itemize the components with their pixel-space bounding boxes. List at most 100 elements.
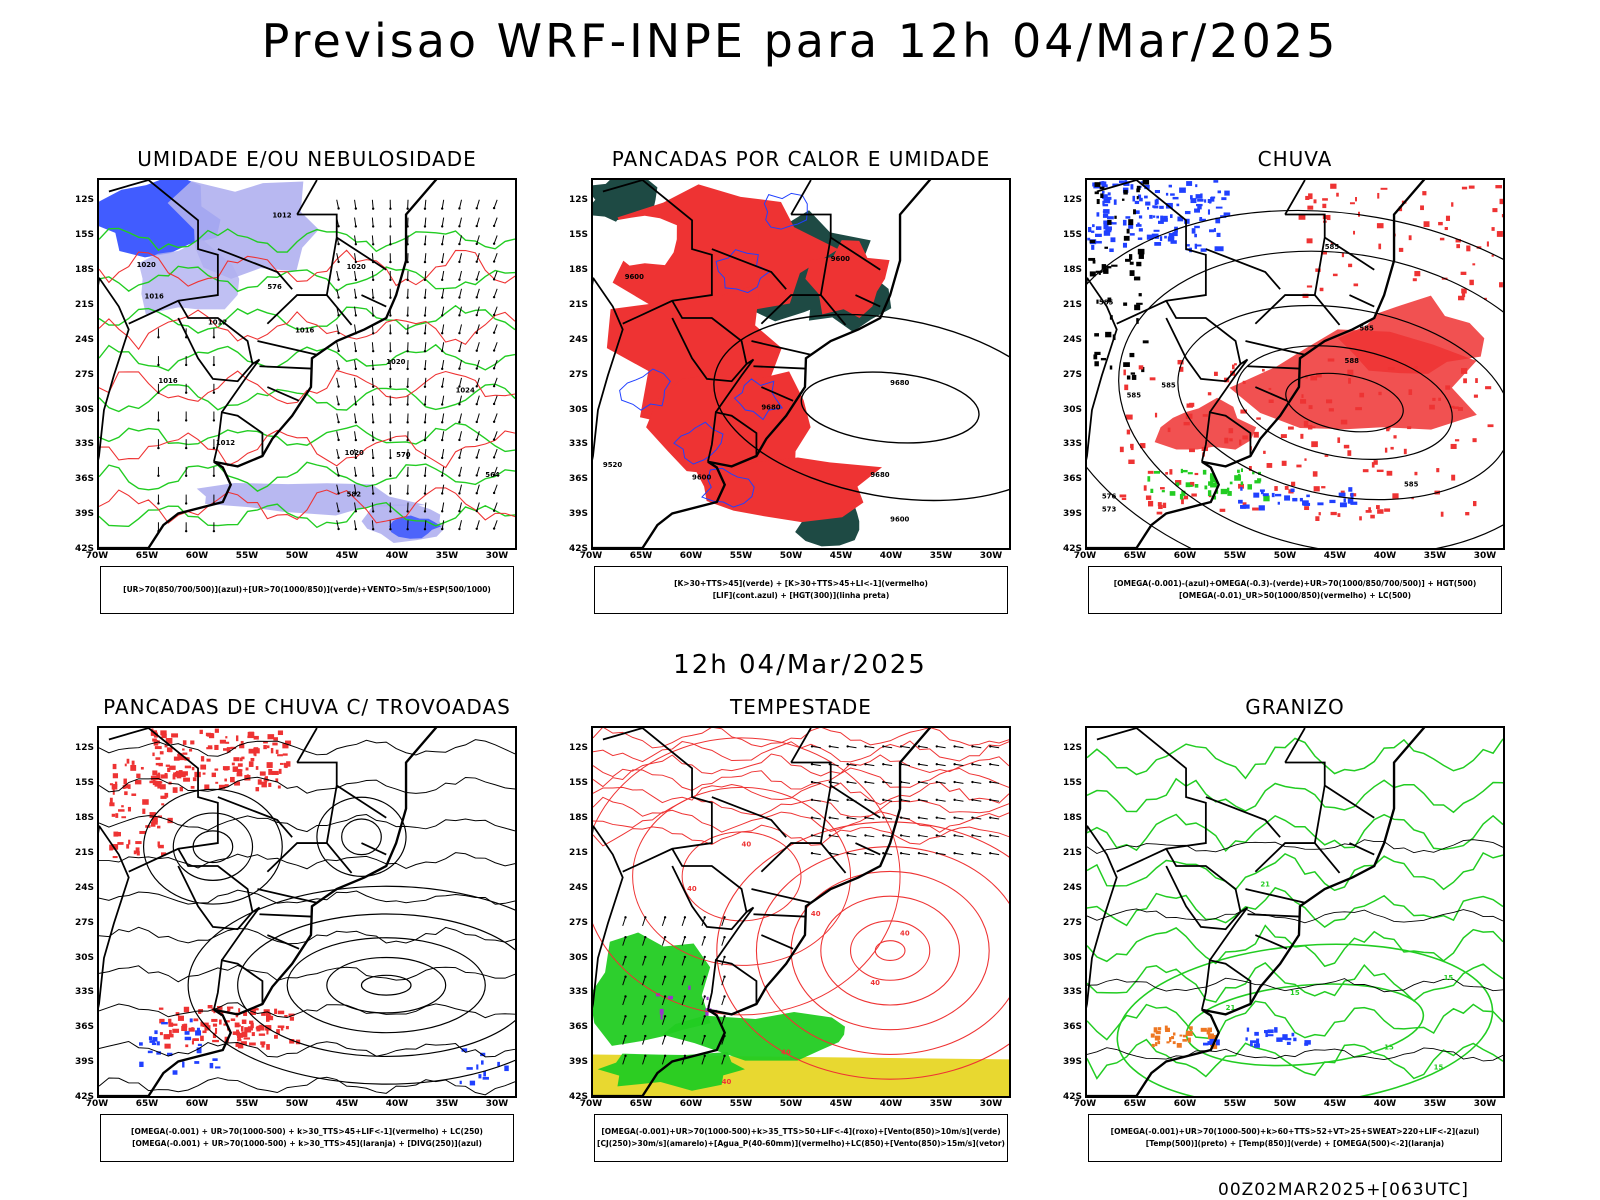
pw-contour <box>593 767 1009 792</box>
contour-label: 585 <box>1325 243 1340 251</box>
lat-tick-label: 18S <box>1062 813 1082 823</box>
contour-label: 40 <box>781 1048 791 1056</box>
lat-tick-label: 33S <box>568 987 588 998</box>
lon-tick-label: 70W <box>579 1099 603 1109</box>
omega500-area <box>1150 1025 1218 1049</box>
map-panel: 585 585 585 585 576 573 588 585 585 <box>1085 178 1505 550</box>
lon-tick-label: 30W <box>485 551 509 561</box>
pw-contour <box>593 740 1009 763</box>
streamline <box>99 776 515 794</box>
lon-tick-label: 60W <box>679 551 703 561</box>
lat-tick-label: 33S <box>1062 987 1082 998</box>
humidity-low-contour <box>99 265 515 293</box>
streamline <box>99 964 515 983</box>
contour-label: 21 <box>1260 880 1270 888</box>
contour-label: 9600 <box>625 273 644 281</box>
lon-tick-label: 40W <box>1373 551 1397 561</box>
humidity-low-contour <box>99 501 515 529</box>
wind-area <box>593 932 711 1046</box>
panel-title: PANCADAS POR CALOR E UMIDADE <box>611 147 991 171</box>
pw-contour <box>593 824 1009 847</box>
lat-tick-label: 36S <box>568 474 588 485</box>
lat-tick-label: 15S <box>568 778 588 789</box>
lat-tick-label: 15S <box>1062 778 1082 789</box>
geography-borders <box>1087 180 1426 548</box>
map-legend: [OMEGA(-0.001) + UR>70(1000-500) + k>30_… <box>100 1114 514 1162</box>
lon-tick-label: 45W <box>1323 1099 1347 1109</box>
lat-tick-label: 12S <box>568 195 588 206</box>
lat-tick-label: 21S <box>1062 299 1082 310</box>
lat-tick-label: 30S <box>568 404 588 415</box>
height-contour <box>1087 209 1503 548</box>
lon-tick-label: 65W <box>629 551 653 561</box>
panel-title: PANCADAS DE CHUVA C/ TROVOADAS <box>103 695 511 719</box>
legend-line: [UR>70(850/700/500)](azul)+[UR>70(1000/8… <box>123 585 491 594</box>
map-plot: 40 40 40 40 40 40 40 <box>593 728 1009 1096</box>
omega-area <box>1087 180 1231 253</box>
lon-tick-label: 45W <box>829 551 853 561</box>
lon-tick-label: 50W <box>779 551 803 561</box>
main-title: Previsao WRF-INPE para 12h 04/Mar/2025 <box>261 14 1339 68</box>
contour-label: 40 <box>870 979 880 987</box>
streamline <box>187 885 515 1085</box>
lat-tick-label: 27S <box>568 369 588 380</box>
geography-borders <box>1087 728 1426 1096</box>
lon-tick-label: 65W <box>629 1099 653 1109</box>
map-legend: [UR>70(850/700/500)](azul)+[UR>70(1000/8… <box>100 566 514 614</box>
temp850-contour <box>1087 1038 1503 1080</box>
temp850-contour <box>1087 777 1503 814</box>
humidity-band <box>196 483 427 516</box>
contour-label: 1016 <box>145 293 164 301</box>
geography-borders <box>593 728 932 1096</box>
streamline <box>99 739 515 757</box>
lon-tick-label: 40W <box>879 1099 903 1109</box>
lat-tick-label: 15S <box>74 230 94 241</box>
lon-tick-label: 35W <box>435 551 459 561</box>
lat-tick-label: 24S <box>74 334 94 345</box>
omega-strong-area <box>1147 468 1270 502</box>
lat-tick-label: 30S <box>1062 952 1082 963</box>
thickness-contour <box>99 249 515 287</box>
lat-tick-label: 12S <box>74 195 94 206</box>
lat-tick-label: 15S <box>74 778 94 789</box>
lat-tick-label: 39S <box>74 1057 94 1068</box>
map-plot <box>99 728 515 1096</box>
legend-line: [OMEGA(-0.001)+UR>70(1000-500)+k>35_TTS>… <box>601 1127 1001 1136</box>
lon-tick-label: 50W <box>779 1099 803 1109</box>
contour-label: 40 <box>742 841 752 849</box>
thickness-contour <box>99 309 515 351</box>
legend-line: [OMEGA(-0.001)-(azul)+OMEGA(-0.3)-(verde… <box>1113 579 1477 588</box>
lat-tick-label: 12S <box>74 743 94 754</box>
rain-area <box>1298 183 1503 301</box>
contour-label: 9600 <box>692 474 711 482</box>
lon-tick-label: 45W <box>1323 551 1347 561</box>
divergence-area <box>139 1018 221 1075</box>
lat-tick-label: 27S <box>568 917 588 928</box>
lif-contour <box>733 378 784 421</box>
map-panel: 9600 9600 9680 9680 9680 9600 9520 9600 <box>591 178 1011 550</box>
lon-tick-label: 35W <box>435 1099 459 1109</box>
lat-tick-label: 36S <box>1062 474 1082 485</box>
lon-tick-label: 35W <box>929 1099 953 1109</box>
contour-label: 585 <box>1161 382 1176 390</box>
streamline <box>99 1040 515 1058</box>
run-timestamp: 00Z02MAR2025+[063UTC] <box>1218 1180 1469 1200</box>
lat-tick-label: 39S <box>1062 1057 1082 1068</box>
lat-tick-label: 12S <box>568 743 588 754</box>
legend-line: [CJ(250)>30m/s](amarelo)+[Agua_P(40-60mm… <box>597 1139 1005 1148</box>
panel-title: TEMPESTADE <box>730 695 872 719</box>
lat-tick-label: 36S <box>1062 1022 1082 1033</box>
lon-tick-label: 40W <box>385 1099 409 1109</box>
lon-tick-label: 50W <box>285 551 309 561</box>
temp500-contour <box>1087 1047 1503 1062</box>
lon-tick-label: 55W <box>729 551 753 561</box>
lat-tick-label: 21S <box>74 847 94 858</box>
lon-tick-label: 40W <box>1373 1099 1397 1109</box>
contour-label: 585 <box>1099 299 1114 307</box>
contour-label: 15 <box>1444 974 1454 982</box>
lat-tick-label: 15S <box>1062 230 1082 241</box>
lat-tick-label: 30S <box>74 952 94 963</box>
temp500-contour <box>1087 839 1503 855</box>
contour-label: 9680 <box>761 404 780 412</box>
lon-tick-label: 30W <box>1473 551 1497 561</box>
